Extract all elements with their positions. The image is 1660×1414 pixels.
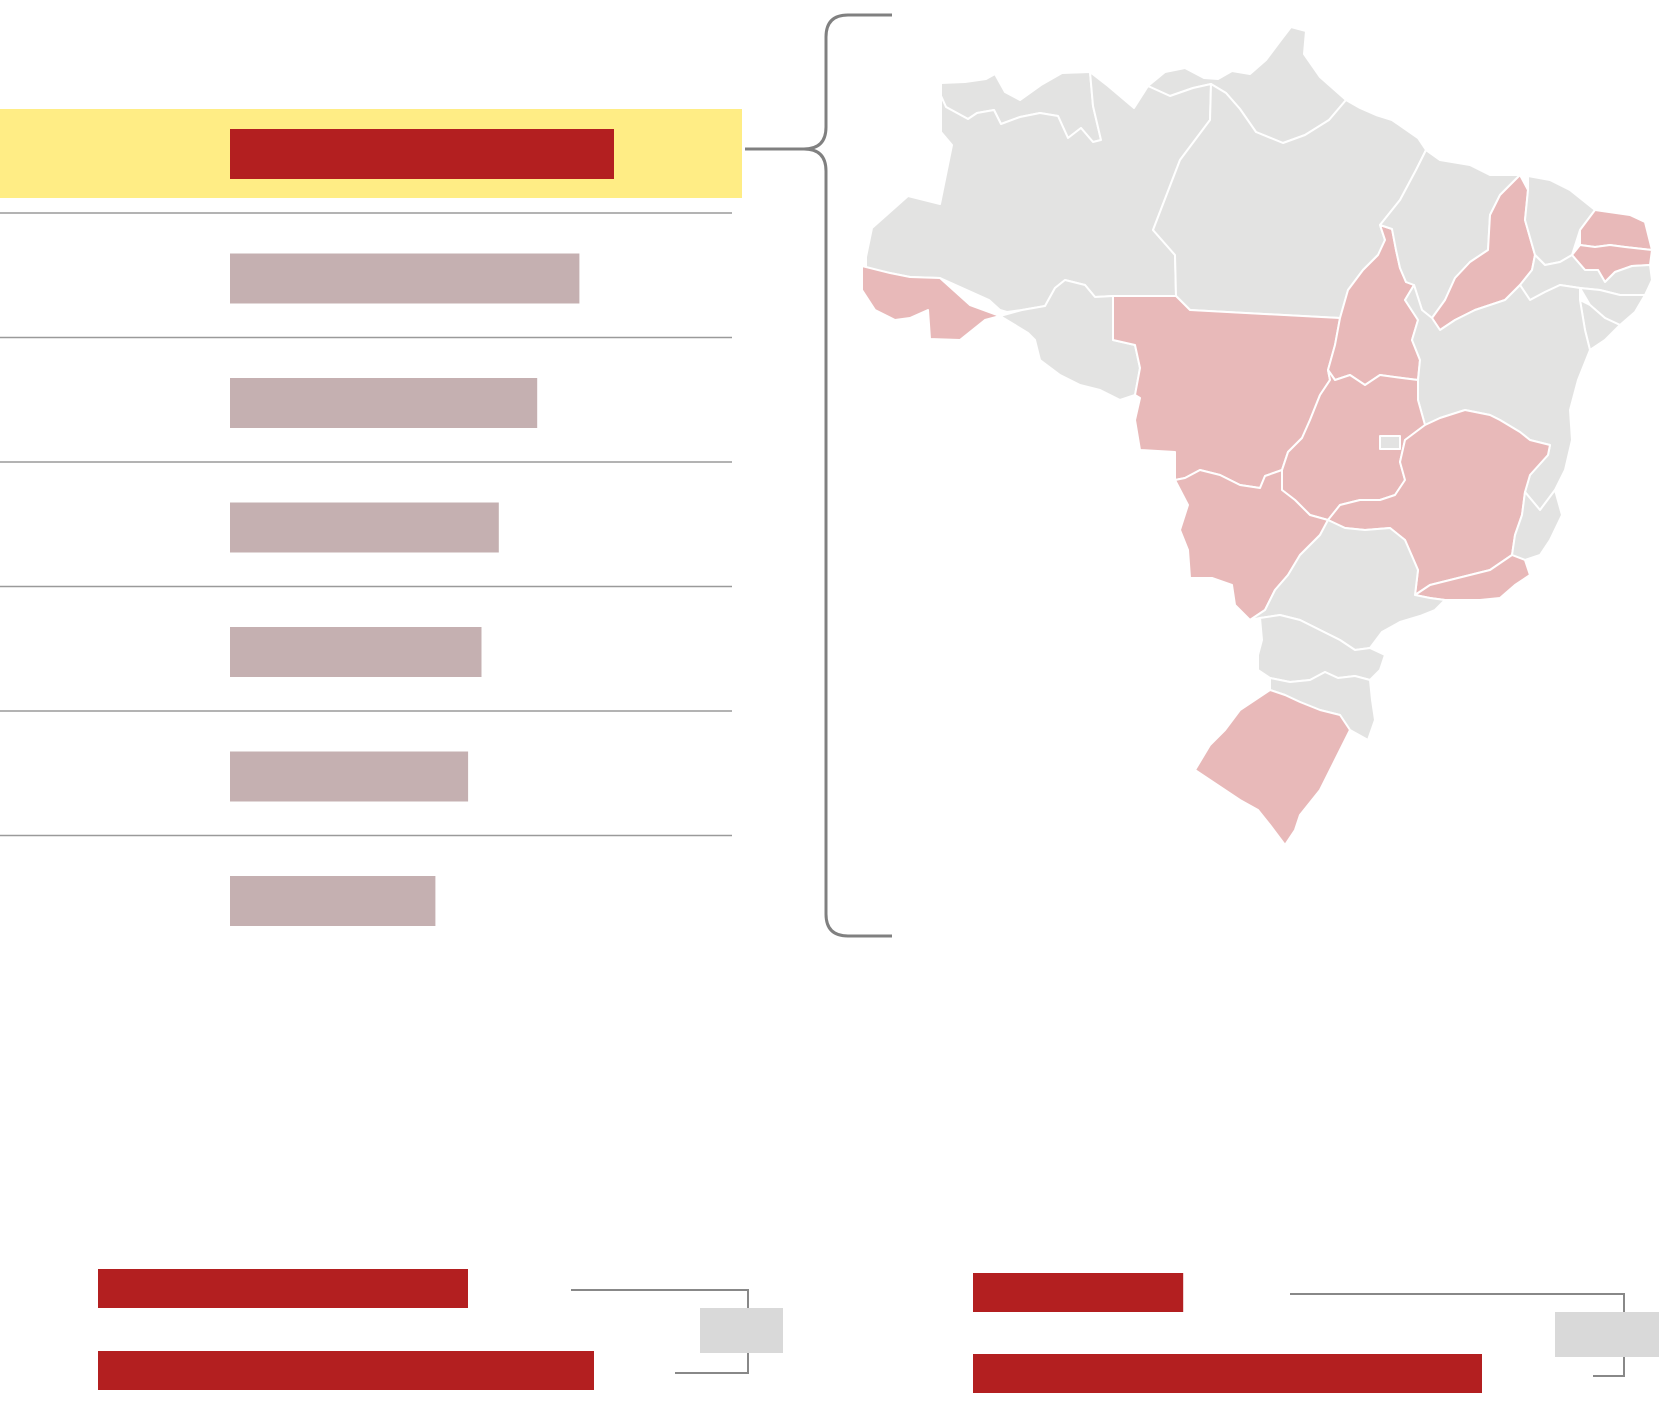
comparison-chart-right (973, 1273, 1659, 1393)
bar (230, 751, 469, 802)
comparison-bars-left (98, 1269, 594, 1390)
bar (973, 1354, 1482, 1393)
bar (230, 502, 499, 553)
bar-series (230, 129, 614, 926)
comparison-label-box-right (1555, 1312, 1659, 1357)
map-bracket (745, 13, 892, 938)
comparison-bars-right (973, 1273, 1482, 1393)
state-es (1511, 489, 1563, 561)
state-ac (861, 265, 1001, 341)
bar (230, 876, 436, 926)
row-dividers (0, 212, 732, 837)
state-rs (1194, 689, 1351, 846)
bar (230, 378, 538, 428)
bracket-line (745, 13, 892, 938)
comparison-label-box-left (700, 1308, 783, 1353)
bar (230, 627, 482, 677)
bar (98, 1269, 468, 1308)
bar (230, 129, 614, 179)
bar (230, 253, 580, 304)
comparison-chart-left (98, 1269, 783, 1390)
bar (98, 1351, 594, 1390)
state-rn (1579, 209, 1653, 251)
brazil-map (861, 26, 1653, 846)
bar (973, 1273, 1184, 1312)
state-df (1379, 435, 1401, 450)
ranking-bar-chart (0, 109, 742, 926)
